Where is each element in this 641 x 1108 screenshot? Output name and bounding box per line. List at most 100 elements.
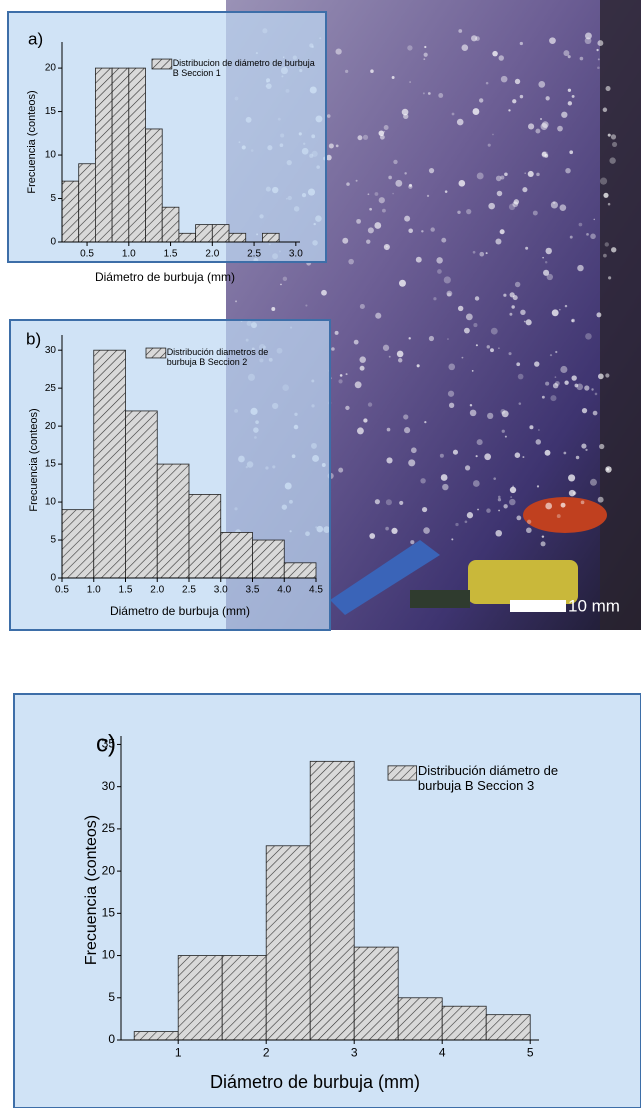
bubble [442,484,448,490]
x-tick-label: 1 [175,1045,182,1059]
bubble [384,125,389,130]
x-tick-label: 1.0 [87,585,101,596]
bubble [472,370,474,372]
bubble [408,185,412,189]
bubble [593,411,598,416]
bubble [598,374,604,380]
bubble [605,373,609,377]
bubble [584,385,589,390]
bubble [395,180,402,187]
y-tick-label: 10 [102,948,116,962]
bubble [540,118,542,120]
bubble [402,109,409,116]
bubble [440,454,444,458]
bubble [498,347,500,349]
bubble [557,514,561,518]
bubble [342,238,348,244]
bubble [498,498,501,501]
bubble [569,150,573,154]
histogram-bar [266,846,310,1040]
histogram-bar [229,233,246,242]
histogram-bar [146,129,163,242]
histogram-bar [262,233,279,242]
x-tick-label: 2.0 [205,249,219,260]
bubble [462,44,469,51]
bubble [565,168,570,173]
bubble [576,456,579,459]
bubble [346,182,350,186]
bubble [596,49,598,51]
bubble [550,395,556,401]
bubble [424,421,426,423]
bubble [436,257,442,263]
bubble [591,388,593,390]
bubble [375,499,380,504]
bubble [427,195,429,197]
histogram-bar [284,563,316,578]
bubble [545,248,551,254]
bubble [470,404,472,406]
bubble [363,418,367,422]
bubble [552,309,559,316]
bubble [457,119,464,126]
bubble [527,520,531,524]
x-tick-label: 3 [351,1045,358,1059]
bubble [572,95,575,98]
bubble [374,222,381,229]
legend: Distribución diámetro de burbuja B Secci… [418,764,641,803]
histogram-bar [398,998,442,1040]
bubble [495,238,501,244]
histogram-bar [310,761,354,1040]
x-tick-label: 2.5 [247,249,261,260]
bubble [409,81,411,83]
bubble [600,178,607,185]
bubble [235,300,237,302]
bubble [477,173,484,180]
bubble [522,456,524,458]
bubble [397,351,404,358]
scale-label: 10 mm [568,596,620,615]
legend-swatch [146,348,166,358]
bubble [585,333,592,340]
bubble [398,358,402,362]
bubble [399,501,403,505]
histogram-bar [129,68,146,242]
bubble [568,55,571,58]
bubble [409,337,411,339]
bubble [514,199,519,204]
bubble [393,160,397,164]
bubble [356,219,361,224]
bubble [391,528,397,534]
bubble [345,406,349,410]
y-tick-label: 5 [108,990,115,1004]
legend-swatch [152,59,172,69]
bubble [383,345,389,351]
bubble [536,439,541,444]
bubble [520,310,525,315]
bubble [404,427,410,433]
scale-bar [510,600,566,612]
x-tick-label: 3.0 [214,585,228,596]
bubble [444,276,451,283]
x-tick-label: 3.5 [246,585,260,596]
bubble [538,429,540,431]
legend-label: Distribución diametros de burbuja B Secc… [167,347,298,368]
bubble [541,123,548,130]
bubble [491,328,498,335]
histogram-bar [79,164,96,242]
bubble [355,381,362,388]
bubble [611,134,616,139]
bubble [564,380,568,384]
bubble [526,319,532,325]
y-tick-label: 0 [50,237,56,248]
bubble [534,361,539,366]
bubble [446,291,452,297]
x-tick-label: 0.5 [80,249,94,260]
bubble [346,373,348,375]
x-tick-label: 1.0 [122,249,136,260]
bubble [336,48,342,54]
histogram-bar [442,1006,486,1040]
bubble [421,230,423,232]
bubble [488,203,495,210]
bubble [465,520,468,523]
